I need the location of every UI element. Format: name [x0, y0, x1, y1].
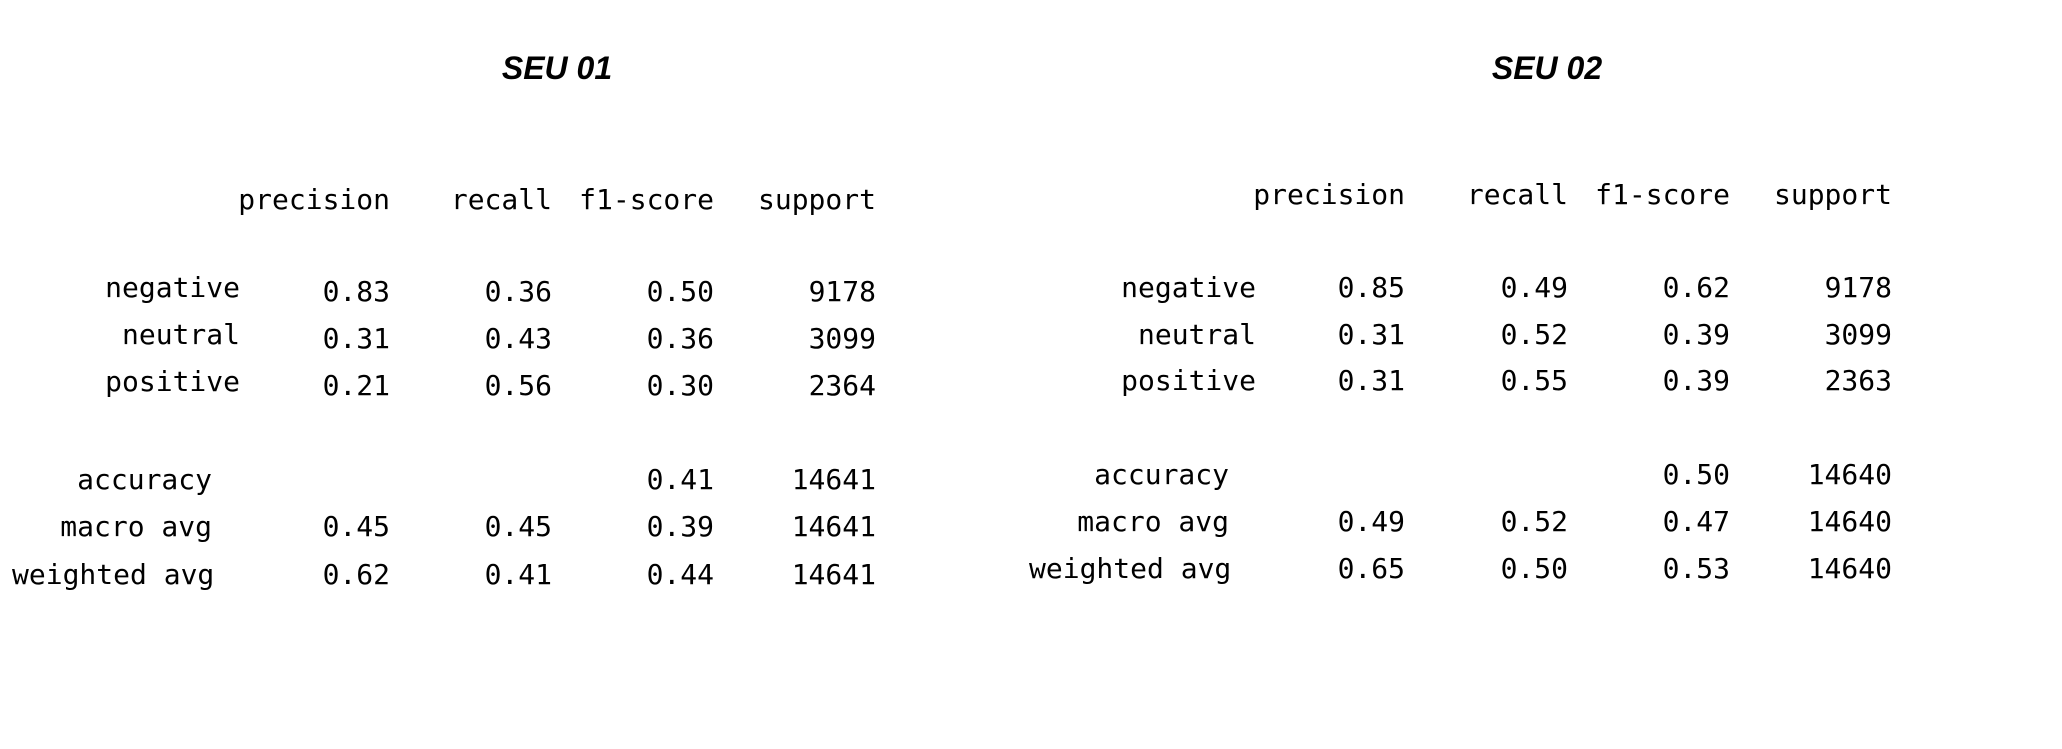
f1-score-cell: 0.62: [1662, 271, 1730, 304]
row-label: positive: [1121, 364, 1256, 397]
f1-score-cell: 0.47: [1662, 505, 1730, 538]
recall-cell: 0.55: [1500, 364, 1568, 397]
report-panel-seu-02: SEU 02 precision recall f1-score support…: [1000, 0, 2062, 749]
recall-cell: 0.56: [484, 369, 552, 402]
row-label: negative: [1121, 271, 1256, 304]
f1-score-cell: 0.30: [646, 369, 714, 402]
recall-cell: 0.52: [1500, 318, 1568, 351]
precision-cell: 0.65: [1337, 552, 1405, 585]
precision-cell: 0.49: [1337, 505, 1405, 538]
f1-score-cell: 0.50: [1662, 458, 1730, 491]
column-header-recall: recall: [450, 183, 552, 216]
column-header-precision: precision: [1253, 178, 1405, 211]
summary-label: macro avg: [60, 510, 212, 543]
recall-cell: 0.43: [484, 322, 552, 355]
precision-cell: 0.31: [322, 322, 390, 355]
summary-label: macro avg: [1077, 505, 1229, 538]
precision-cell: 0.21: [322, 369, 390, 402]
precision-cell: 0.31: [1337, 364, 1405, 397]
report-title: SEU 02: [1491, 50, 1603, 86]
column-header-precision: precision: [238, 183, 390, 216]
support-cell: 14640: [1807, 458, 1892, 491]
report-title: SEU 01: [501, 50, 613, 86]
precision-cell: 0.83: [322, 275, 390, 308]
f1-score-cell: 0.53: [1662, 552, 1730, 585]
support-cell: 3099: [1824, 318, 1892, 351]
column-header-support: support: [757, 183, 876, 216]
recall-cell: 0.52: [1500, 505, 1568, 538]
column-header-recall: recall: [1466, 178, 1568, 211]
f1-score-cell: 0.36: [646, 322, 714, 355]
f1-score-cell: 0.39: [1662, 364, 1730, 397]
summary-label: weighted avg: [1029, 552, 1232, 585]
support-cell: 3099: [808, 322, 876, 355]
support-cell: 14641: [791, 510, 876, 543]
precision-cell: 0.45: [322, 510, 390, 543]
support-cell: 2364: [808, 369, 876, 402]
row-label: neutral: [1137, 318, 1256, 351]
recall-cell: 0.49: [1500, 271, 1568, 304]
row-label: neutral: [121, 318, 240, 351]
recall-cell: 0.50: [1500, 552, 1568, 585]
f1-score-cell: 0.39: [646, 510, 714, 543]
column-header-f1-score: f1-score: [1595, 178, 1730, 211]
support-cell: 14640: [1807, 505, 1892, 538]
support-cell: 9178: [808, 275, 876, 308]
column-header-f1-score: f1-score: [579, 183, 714, 216]
precision-cell: 0.85: [1337, 271, 1405, 304]
f1-score-cell: 0.41: [646, 463, 714, 496]
f1-score-cell: 0.50: [646, 275, 714, 308]
recall-cell: 0.45: [484, 510, 552, 543]
row-label: negative: [105, 271, 240, 304]
support-cell: 14641: [791, 558, 876, 591]
precision-cell: 0.62: [322, 558, 390, 591]
support-cell: 2363: [1824, 364, 1892, 397]
row-label: positive: [105, 365, 240, 398]
support-cell: 9178: [1824, 271, 1892, 304]
summary-label: weighted avg: [12, 558, 215, 591]
f1-score-cell: 0.39: [1662, 318, 1730, 351]
summary-label: accuracy: [1094, 458, 1229, 491]
recall-cell: 0.41: [484, 558, 552, 591]
precision-cell: 0.31: [1337, 318, 1405, 351]
support-cell: 14640: [1807, 552, 1892, 585]
support-cell: 14641: [791, 463, 876, 496]
recall-cell: 0.36: [484, 275, 552, 308]
summary-label: accuracy: [77, 463, 212, 496]
report-panel-seu-01: SEU 01 precision recall f1-score support…: [0, 0, 1000, 749]
column-header-support: support: [1773, 178, 1892, 211]
f1-score-cell: 0.44: [646, 558, 714, 591]
